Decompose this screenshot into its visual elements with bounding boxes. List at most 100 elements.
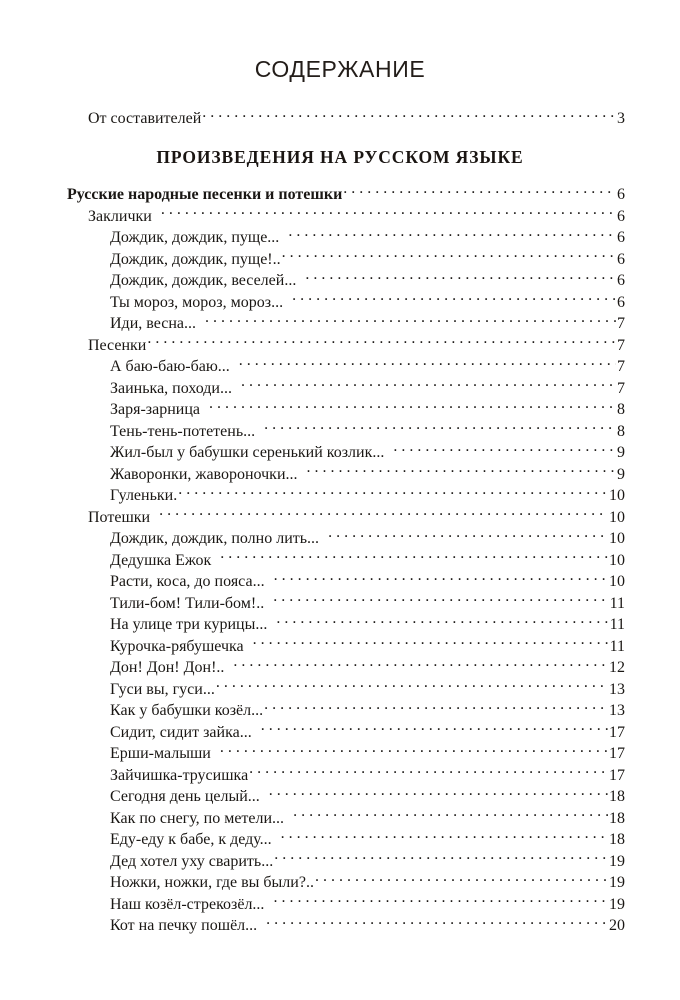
toc-entry[interactable]: Потешки 10 — [0, 506, 680, 528]
toc-entry[interactable]: А баю-баю-баю... 7 — [0, 355, 680, 377]
toc-leader-dots — [273, 592, 608, 608]
toc-entry-page-number: 6 — [617, 250, 625, 268]
toc-entry-label: Дождик, дождик, веселей... — [110, 272, 297, 289]
toc-leader-dots — [266, 914, 608, 930]
toc-entry-page-number: 18 — [609, 788, 625, 805]
toc-entry-page-number: 3 — [617, 110, 625, 127]
toc-entry[interactable]: Дождик, дождик, пуще!.. 6 — [0, 248, 680, 270]
toc-entry[interactable]: От составителей 3 — [0, 107, 680, 129]
toc-leader-dots — [220, 549, 608, 565]
page-title: СОДЕРЖАНИЕ — [254, 56, 426, 82]
section-heading: ПРОИЗВЕДЕНИЯ НА РУССКОМ ЯЗЫКЕ — [156, 146, 524, 167]
toc-entry-page-number: 9 — [617, 465, 625, 483]
toc-entry-page-number: 11 — [609, 637, 625, 655]
toc-entry[interactable]: На улице три курицы... 11 — [0, 613, 680, 635]
toc-entry-label: Заклички — [88, 207, 152, 225]
toc-leader-dots — [274, 570, 608, 586]
toc-leader-dots — [161, 205, 616, 221]
toc-entry-page-number: 17 — [609, 745, 625, 762]
toc-leader-dots — [328, 527, 608, 543]
toc-entry[interactable]: Дождик, дождик, веселей... 6 — [0, 269, 680, 291]
toc-entry[interactable]: Иди, весна... 7 — [0, 312, 680, 334]
toc-entry[interactable]: Кот на печку пошёл... 20 — [0, 914, 680, 936]
toc-entry-label: Песенки — [88, 336, 147, 354]
toc-entry[interactable]: Жил-был у бабушки серенький козлик... 9 — [0, 441, 680, 463]
toc-entry[interactable]: Заря-зарница 8 — [0, 398, 680, 420]
toc-entry-page-number: 6 — [617, 272, 625, 289]
toc-entry-label: Зайчишка-трусишка — [110, 766, 249, 784]
toc-leader-dots — [393, 441, 616, 457]
toc-entry-page-number: 12 — [609, 659, 625, 676]
toc-entry[interactable]: Гуленьки. 10 — [0, 484, 680, 506]
toc-entry[interactable]: Русские народные песенки и потешки 6 — [0, 183, 680, 205]
toc-entry[interactable]: Дождик, дождик, полно лить... 10 — [0, 527, 680, 549]
toc-entry-label: Тень-тень-потетень... — [110, 422, 256, 440]
toc-entry[interactable]: Курочка-рябушечка 11 — [0, 635, 680, 657]
toc-entry-label: Потешки — [88, 508, 151, 526]
toc-entry-label: Дедушка Ежок — [110, 551, 212, 569]
toc-entry-label: Кот на печку пошёл... — [110, 917, 258, 934]
toc-leader-dots — [307, 463, 616, 479]
toc-entry-label: Дождик, дождик, пуще!.. — [110, 250, 281, 268]
toc-entry-page-number: 7 — [617, 315, 625, 332]
toc-entry[interactable]: Дон! Дон! Дон!.. 12 — [0, 656, 680, 678]
toc-entry[interactable]: Тили-бом! Тили-бом!.. 11 — [0, 592, 680, 614]
toc-entry-page-number: 6 — [617, 229, 625, 246]
toc-leader-dots — [264, 699, 608, 715]
toc-entry[interactable]: Заклички 6 — [0, 205, 680, 227]
toc-leader-dots — [209, 398, 616, 414]
toc-leader-dots — [147, 334, 616, 350]
toc-entry-label: Заинька, походи... — [110, 379, 232, 397]
toc-leader-dots — [264, 420, 616, 436]
toc-entry-page-number: 19 — [609, 874, 625, 891]
toc-leader-dots — [233, 656, 608, 672]
toc-entry-label: Дождик, дождик, полно лить... — [110, 530, 320, 547]
toc-entry[interactable]: Расти, коса, до пояса... 10 — [0, 570, 680, 592]
toc-entry-label: А баю-баю-баю... — [110, 358, 230, 375]
toc-entry[interactable]: Как у бабушки козёл... 13 — [0, 699, 680, 721]
toc-leader-dots — [282, 248, 616, 264]
toc-entry-page-number: 17 — [609, 766, 625, 784]
toc-entry[interactable]: Сидит, сидит зайка... 17 — [0, 721, 680, 743]
toc-entry[interactable]: Дождик, дождик, пуще... 6 — [0, 226, 680, 248]
toc-entry-page-number: 7 — [617, 336, 625, 354]
toc-entry[interactable]: Жаворонки, жавороночки... 9 — [0, 463, 680, 485]
toc-entry-page-number: 10 — [609, 530, 625, 547]
toc-leader-dots — [292, 291, 616, 307]
toc-entry[interactable]: Наш козёл-стрекозёл... 19 — [0, 893, 680, 915]
toc-leader-dots — [220, 742, 608, 758]
toc-entry-page-number: 7 — [617, 358, 625, 375]
toc-entry[interactable]: Песенки 7 — [0, 334, 680, 356]
toc-entry-page-number: 10 — [609, 573, 625, 590]
toc-entry[interactable]: Еду-еду к бабе, к деду... 18 — [0, 828, 680, 850]
toc-entry[interactable]: Гуси вы, гуси... 13 — [0, 678, 680, 700]
toc-entry-label: От составителей — [88, 110, 202, 127]
toc-leader-dots — [269, 785, 608, 801]
toc-leader-dots — [273, 893, 608, 909]
toc-entry-label: Заря-зарница — [110, 401, 201, 418]
toc-entry-label: Дон! Дон! Дон!.. — [110, 659, 225, 676]
toc-entry[interactable]: Зайчишка-трусишка 17 — [0, 764, 680, 786]
toc-entry[interactable]: Тень-тень-потетень... 8 — [0, 420, 680, 442]
toc-entry-page-number: 20 — [609, 917, 625, 934]
toc-entry[interactable]: Ножки, ножки, где вы были?.. 19 — [0, 871, 680, 893]
toc-leader-dots — [315, 871, 608, 887]
toc-entry-page-number: 11 — [609, 616, 625, 633]
toc-leader-dots — [205, 312, 616, 328]
toc-entry[interactable]: Дедушка Ежок 10 — [0, 549, 680, 571]
toc-leader-dots — [249, 764, 608, 780]
toc-entry[interactable]: Дед хотел уху сварить... 19 — [0, 850, 680, 872]
toc-entry-label: Жил-был у бабушки серенький козлик... — [110, 444, 385, 461]
toc-leader-dots — [159, 506, 608, 522]
toc-entry[interactable]: Ты мороз, мороз, мороз... 6 — [0, 291, 680, 313]
toc-entry-page-number: 17 — [609, 723, 625, 741]
toc-leader-dots — [202, 107, 616, 123]
toc-entry[interactable]: Сегодня день целый... 18 — [0, 785, 680, 807]
toc-entry[interactable]: Заинька, походи... 7 — [0, 377, 680, 399]
toc-entry-page-number: 8 — [617, 401, 625, 418]
toc-entry[interactable]: Как по снегу, по метели... 18 — [0, 807, 680, 829]
toc-entry[interactable]: Ерши-малыши 17 — [0, 742, 680, 764]
toc-entry-label: Наш козёл-стрекозёл... — [110, 895, 265, 913]
front-matter-list: От составителей 3 — [0, 107, 680, 129]
